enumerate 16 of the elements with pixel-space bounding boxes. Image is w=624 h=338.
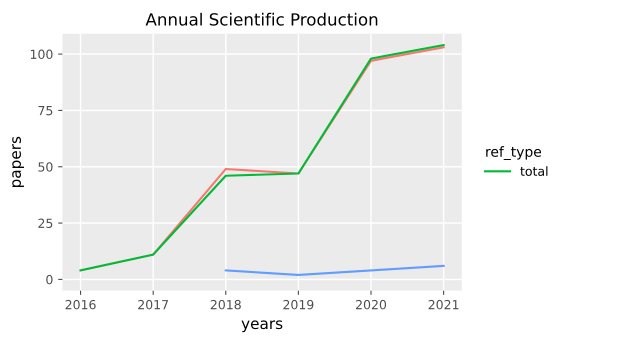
y-tick-label: 50 <box>38 162 53 172</box>
x-tick-label: 2021 <box>428 300 458 310</box>
x-tick-label: 2018 <box>210 300 241 310</box>
x-tick-label: 2020 <box>356 300 386 310</box>
x-axis-title: years <box>242 320 282 332</box>
legend-title: ref_type <box>486 146 542 160</box>
y-tick-label: 0 <box>46 274 53 284</box>
x-tick-label: 2019 <box>283 300 314 310</box>
y-axis-title: papers <box>12 136 24 188</box>
chart-title: Annual Scientific Production <box>146 12 378 26</box>
y-tick-label: 75 <box>38 106 52 116</box>
x-tick-label: 2017 <box>138 300 168 310</box>
x-tick-label: 2016 <box>66 300 96 310</box>
legend-label: total <box>520 166 548 176</box>
y-tick-label: 25 <box>38 218 52 228</box>
y-tick-label: 100 <box>30 50 53 60</box>
